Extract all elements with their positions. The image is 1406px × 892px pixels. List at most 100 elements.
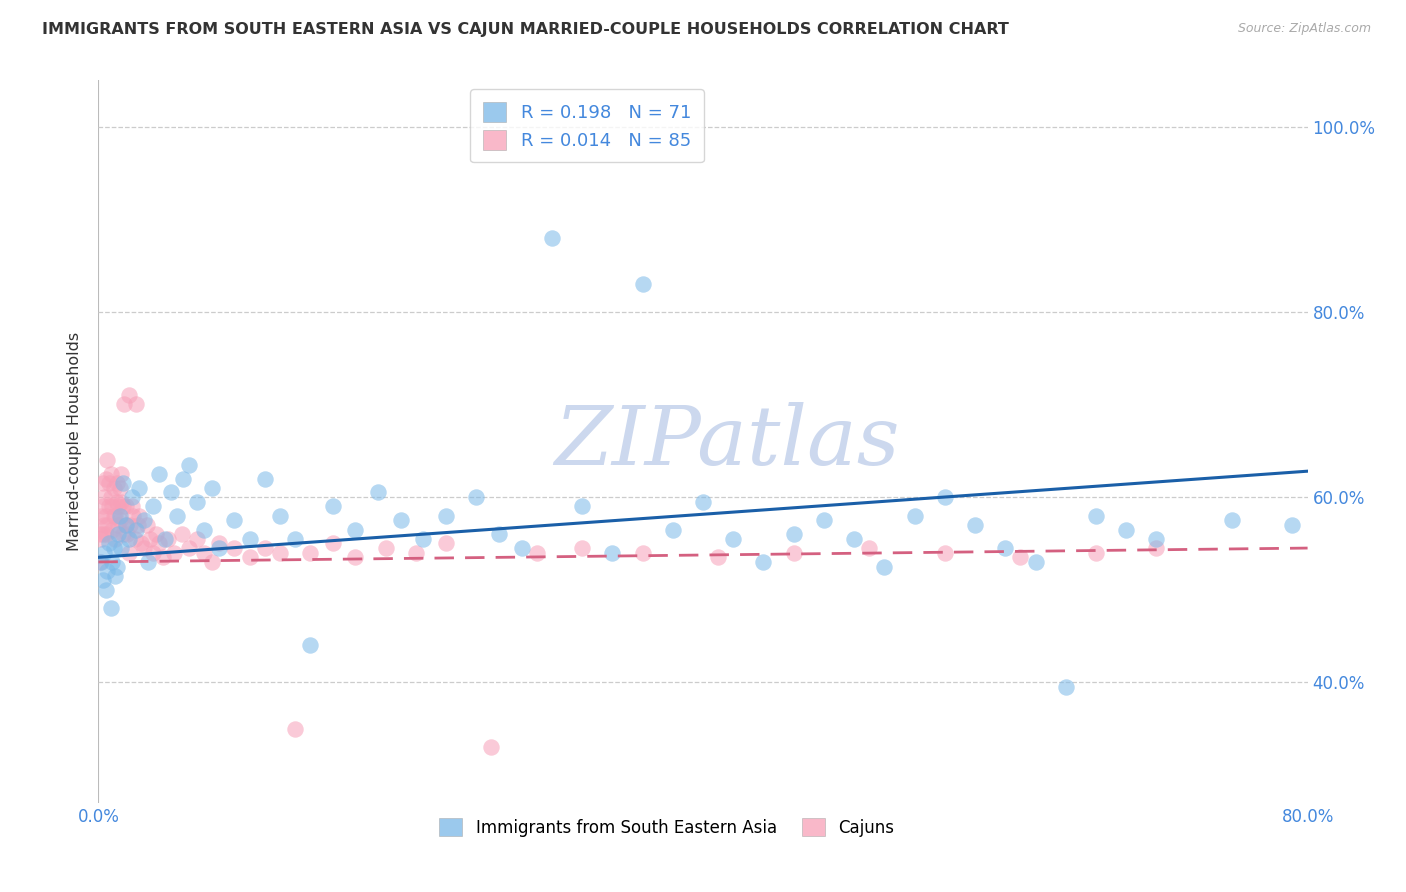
Point — [114, 500, 136, 514]
Point — [91, 574, 114, 588]
Point — [752, 555, 775, 569]
Point — [98, 500, 121, 514]
Point — [111, 476, 134, 491]
Point — [299, 638, 322, 652]
Point — [179, 458, 201, 472]
Point — [96, 517, 118, 532]
Point — [105, 494, 128, 508]
Point — [201, 481, 224, 495]
Point — [934, 490, 956, 504]
Point — [510, 541, 533, 555]
Point — [121, 500, 143, 514]
Point — [858, 541, 880, 555]
Point — [224, 513, 246, 527]
Point — [125, 397, 148, 411]
Point — [96, 564, 118, 578]
Point — [239, 550, 262, 565]
Point — [873, 559, 896, 574]
Text: ZIPatlas: ZIPatlas — [554, 401, 900, 482]
Point — [100, 467, 122, 481]
Point — [571, 541, 593, 555]
Point — [692, 494, 714, 508]
Point — [389, 513, 412, 527]
Point — [112, 397, 135, 411]
Point — [170, 527, 193, 541]
Point — [224, 541, 246, 555]
Point — [111, 500, 134, 514]
Point — [100, 601, 122, 615]
Point — [115, 527, 138, 541]
Point — [132, 541, 155, 555]
Point — [120, 517, 142, 532]
Point — [128, 481, 150, 495]
Point — [1144, 532, 1167, 546]
Point — [322, 536, 344, 550]
Point — [94, 508, 117, 523]
Point — [284, 532, 307, 546]
Point — [374, 541, 396, 555]
Point — [152, 550, 174, 565]
Point — [111, 527, 134, 541]
Point — [93, 517, 115, 532]
Point — [136, 555, 159, 569]
Point — [405, 546, 427, 560]
Point — [100, 490, 122, 504]
Point — [114, 517, 136, 532]
Point — [783, 546, 806, 560]
Point — [124, 532, 146, 546]
Point — [91, 476, 114, 491]
Point — [1024, 555, 1046, 569]
Point — [90, 532, 112, 546]
Point — [96, 453, 118, 467]
Point — [108, 513, 131, 527]
Point — [344, 550, 367, 565]
Point — [132, 513, 155, 527]
Point — [193, 523, 215, 537]
Point — [93, 490, 115, 504]
Point — [118, 546, 141, 560]
Point — [121, 490, 143, 504]
Point — [145, 527, 167, 541]
Point — [434, 536, 457, 550]
Point — [208, 536, 231, 550]
Point — [602, 546, 624, 560]
Point — [89, 555, 111, 569]
Point — [1220, 513, 1243, 527]
Point — [110, 494, 132, 508]
Point — [98, 536, 121, 550]
Point — [179, 541, 201, 555]
Point — [299, 546, 322, 560]
Point — [98, 476, 121, 491]
Point — [481, 740, 503, 755]
Point — [156, 532, 179, 546]
Point — [844, 532, 866, 546]
Y-axis label: Married-couple Households: Married-couple Households — [67, 332, 83, 551]
Point — [160, 485, 183, 500]
Point — [344, 523, 367, 537]
Point — [186, 494, 208, 508]
Point — [526, 546, 548, 560]
Point — [434, 508, 457, 523]
Point — [104, 569, 127, 583]
Point — [118, 532, 141, 546]
Point — [107, 500, 129, 514]
Point — [91, 527, 114, 541]
Point — [994, 541, 1017, 555]
Point — [94, 527, 117, 541]
Point — [129, 536, 152, 550]
Point — [125, 523, 148, 537]
Point — [904, 508, 927, 523]
Point — [153, 532, 176, 546]
Point — [90, 555, 112, 569]
Point — [253, 472, 276, 486]
Point — [103, 508, 125, 523]
Point — [540, 231, 562, 245]
Point — [631, 546, 654, 560]
Point — [91, 500, 114, 514]
Point — [89, 527, 111, 541]
Point — [127, 517, 149, 532]
Point — [101, 555, 124, 569]
Point — [148, 467, 170, 481]
Text: IMMIGRANTS FROM SOUTH EASTERN ASIA VS CAJUN MARRIED-COUPLE HOUSEHOLDS CORRELATIO: IMMIGRANTS FROM SOUTH EASTERN ASIA VS CA… — [42, 22, 1010, 37]
Point — [94, 472, 117, 486]
